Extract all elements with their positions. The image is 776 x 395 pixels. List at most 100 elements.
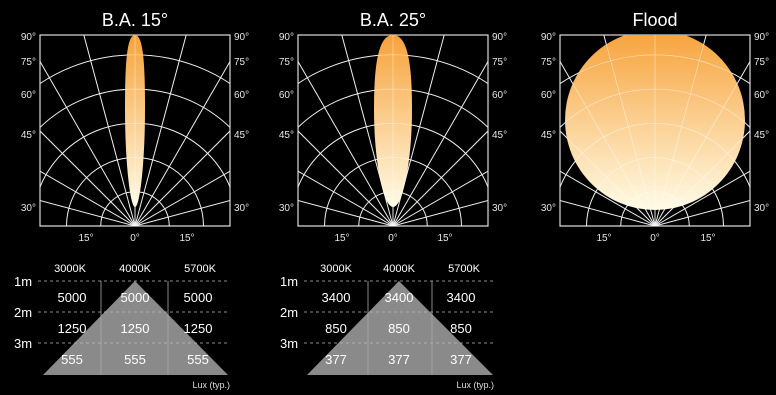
distance-1m-1: 1m — [14, 274, 32, 289]
distance-1m-2: 1m — [280, 274, 298, 289]
grid-spoke — [560, 170, 656, 226]
grid-spoke — [392, 60, 488, 226]
grid-spoke — [341, 35, 394, 226]
lux-value-1-r1c1: 5000 — [58, 290, 87, 305]
light-cone-2 — [307, 281, 493, 375]
bottom-angle-0-1: 0° — [130, 233, 140, 244]
left-angle-75-1: 75° — [21, 57, 36, 68]
grid-spoke — [298, 60, 394, 226]
left-angle-60-1: 60° — [21, 90, 36, 101]
grid-spoke — [298, 200, 394, 226]
grid-spoke — [134, 200, 230, 226]
lux-unit-1: Lux (typ.) — [192, 380, 230, 390]
col-header-3000k-2: 3000K — [320, 263, 352, 275]
grid-spoke — [40, 200, 136, 226]
lux-value-1-r2c1: 1250 — [58, 321, 87, 336]
right-angle-45-3: 45° — [754, 130, 769, 141]
grid-spoke — [560, 200, 656, 226]
col-header-5700k-2: 5700K — [448, 263, 480, 275]
grid-spoke — [392, 200, 488, 226]
polar-grid-overlay-2 — [298, 35, 488, 226]
lux-table-1: 3000K 4000K 5700K 1m 2m 3m 5000 5000 500… — [14, 263, 230, 390]
left-angle-30-3: 30° — [541, 203, 556, 214]
lux-table-2: 3000K 4000K 5700K 1m 2m 3m 3400 3400 340… — [280, 263, 496, 390]
right-angle-75-1: 75° — [234, 57, 249, 68]
lux-value-2-r3c3: 377 — [450, 352, 472, 367]
bottom-angle-15-left-1: 15° — [78, 233, 93, 244]
grid-spoke — [298, 130, 394, 226]
grid-spoke — [40, 170, 136, 226]
grid-spoke — [654, 60, 750, 226]
left-angle-75-3: 75° — [541, 57, 556, 68]
grid-spoke — [392, 130, 488, 226]
bottom-angle-15-right-2: 15° — [437, 233, 452, 244]
panel-title-2: B.A. 25° — [360, 10, 426, 30]
grid-spoke — [392, 60, 488, 226]
bottom-angle-15-left-3: 15° — [596, 233, 611, 244]
polar-grid-overlay-3 — [560, 35, 750, 226]
col-header-4000k-2: 4000K — [383, 263, 415, 275]
grid-spoke — [603, 35, 656, 226]
right-angle-90-1: 90° — [234, 32, 249, 43]
bottom-angle-15-right-3: 15° — [700, 233, 715, 244]
grid-spoke — [134, 130, 230, 226]
grid-spoke — [654, 200, 750, 226]
panel-title-1: B.A. 15° — [102, 10, 168, 30]
lux-value-1-r1c2: 5000 — [121, 290, 150, 305]
grid-spoke — [560, 60, 656, 226]
left-angle-90-1: 90° — [21, 32, 36, 43]
grid-spoke — [40, 60, 136, 226]
right-angle-30-2: 30° — [492, 203, 507, 214]
grid-ring — [40, 54, 230, 85]
bottom-angle-0-3: 0° — [650, 233, 660, 244]
lux-value-1-r2c3: 1250 — [184, 321, 213, 336]
left-angle-30-2: 30° — [279, 203, 294, 214]
polar-grid-overlay-1 — [40, 35, 230, 226]
lux-value-2-r1c3: 3400 — [447, 290, 476, 305]
right-angle-60-2: 60° — [492, 90, 507, 101]
left-angle-30-1: 30° — [21, 203, 36, 214]
right-angle-30-1: 30° — [234, 203, 249, 214]
right-angle-90-2: 90° — [492, 32, 507, 43]
lux-value-1-r3c3: 555 — [187, 352, 209, 367]
grid-spoke — [392, 170, 488, 226]
polar-panel-2: B.A. 25° 90° 75° 60° 45° 30° 90° 75° 60°… — [279, 10, 507, 244]
lux-unit-2: Lux (typ.) — [456, 380, 494, 390]
right-angle-45-1: 45° — [234, 130, 249, 141]
grid-spoke — [83, 35, 136, 226]
distance-2m-2: 2m — [280, 305, 298, 320]
lux-value-2-r1c2: 3400 — [385, 290, 414, 305]
grid-spoke — [392, 35, 445, 226]
right-angle-75-3: 75° — [754, 57, 769, 68]
grid-ring — [40, 54, 230, 85]
col-header-5700k-1: 5700K — [184, 263, 216, 275]
grid-spoke — [560, 130, 656, 226]
polar-panel-1: B.A. 15° 90° 75° 60° 45° 30° 90° 75° 60°… — [21, 10, 249, 244]
left-angle-45-2: 45° — [279, 130, 294, 141]
grid-spoke — [654, 35, 707, 226]
lux-value-1-r3c2: 555 — [124, 352, 146, 367]
left-angle-60-3: 60° — [541, 90, 556, 101]
lux-value-2-r3c2: 377 — [388, 352, 410, 367]
grid-spoke — [83, 35, 136, 226]
grid-spoke — [134, 60, 230, 226]
grid-spoke — [134, 60, 230, 226]
grid-spoke — [654, 130, 750, 226]
bottom-angle-0-2: 0° — [388, 233, 398, 244]
light-cone-1 — [43, 281, 228, 375]
lux-value-2-r3c1: 377 — [325, 352, 347, 367]
distance-3m-2: 3m — [280, 336, 298, 351]
grid-spoke — [40, 130, 136, 226]
right-angle-45-2: 45° — [492, 130, 507, 141]
left-angle-90-2: 90° — [279, 32, 294, 43]
left-angle-45-3: 45° — [541, 130, 556, 141]
lux-value-2-r2c1: 850 — [325, 321, 347, 336]
bottom-angle-15-left-2: 15° — [334, 233, 349, 244]
right-angle-60-3: 60° — [754, 90, 769, 101]
lux-value-2-r2c3: 850 — [450, 321, 472, 336]
left-angle-45-1: 45° — [21, 130, 36, 141]
col-header-3000k-1: 3000K — [54, 263, 86, 275]
bottom-angle-15-right-1: 15° — [179, 233, 194, 244]
grid-spoke — [298, 170, 394, 226]
